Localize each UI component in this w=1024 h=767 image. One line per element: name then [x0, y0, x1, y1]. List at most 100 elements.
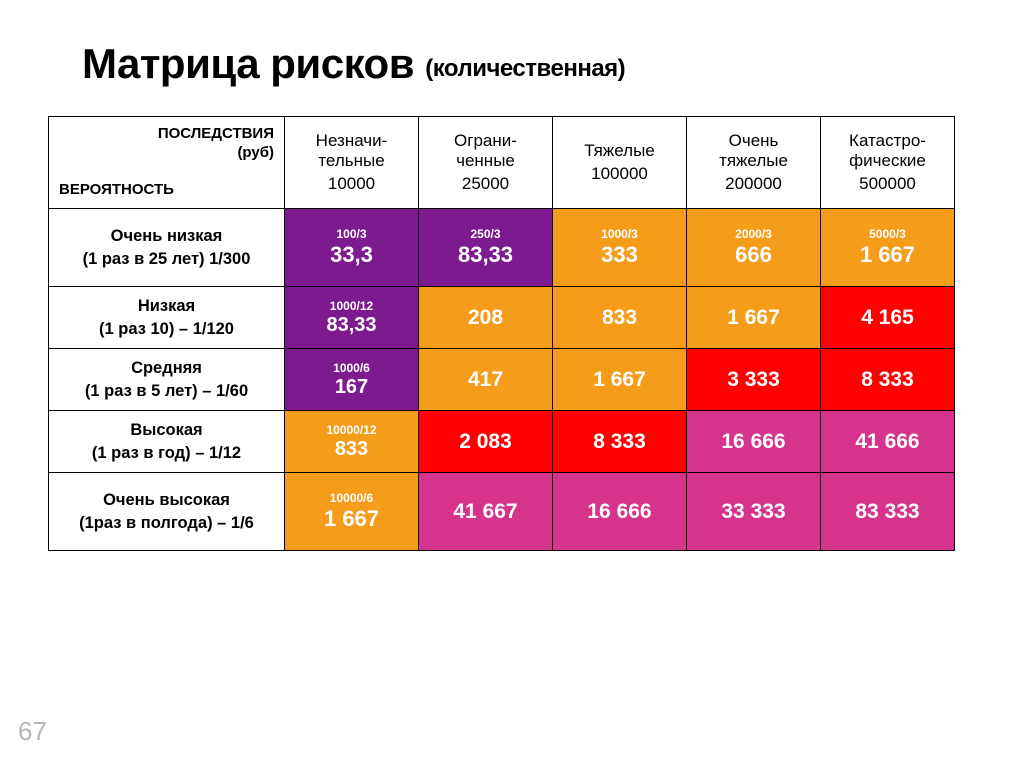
- header-row: ПОСЛЕДСТВИЯ (руб) ВЕРОЯТНОСТЬ Незначи-те…: [49, 117, 955, 209]
- risk-cell-1-1: 208: [419, 287, 553, 349]
- row-header-1: Низкая (1 раз 10) – 1/120: [49, 287, 285, 349]
- table-row: Низкая (1 раз 10) – 1/120 1000/1283,332088…: [49, 287, 955, 349]
- row-label-line2: (1раз в полгода) – 1/6: [79, 514, 254, 532]
- risk-cell-2-4: 8 333: [821, 349, 955, 411]
- risk-cell-2-0: 1000/6167: [285, 349, 419, 411]
- col-header-3: Оченьтяжелые 200000: [687, 117, 821, 209]
- col-line1: Незначи-: [316, 131, 388, 150]
- cell-formula: 1000/3: [553, 227, 686, 241]
- risk-cell-3-4: 41 666: [821, 411, 955, 473]
- col-line1: Очень: [729, 131, 779, 150]
- cell-value: 3 333: [687, 368, 820, 392]
- col-line1: Катастро-: [849, 131, 926, 150]
- risk-cell-3-2: 8 333: [553, 411, 687, 473]
- row-label-line1: Низкая: [138, 297, 195, 315]
- risk-cell-0-3: 2000/3666: [687, 209, 821, 287]
- col-value: 200000: [687, 174, 820, 194]
- cell-value: 666: [687, 242, 820, 268]
- col-value: 100000: [553, 164, 686, 184]
- row-label-line2: (1 раз в 25 лет) 1/300: [83, 250, 251, 268]
- col-line2: тяжелые: [719, 151, 788, 170]
- table-row: Высокая (1 раз в год) – 1/12 10000/128332 …: [49, 411, 955, 473]
- page-number: 67: [18, 716, 47, 747]
- row-header-0: Очень низкая (1 раз в 25 лет) 1/300: [49, 209, 285, 287]
- cell-value: 1 667: [821, 242, 954, 268]
- risk-cell-4-3: 33 333: [687, 473, 821, 551]
- risk-cell-3-1: 2 083: [419, 411, 553, 473]
- cell-formula: 2000/3: [687, 227, 820, 241]
- cell-value: 2 083: [419, 430, 552, 454]
- risk-cell-1-0: 1000/1283,33: [285, 287, 419, 349]
- risk-cell-0-1: 250/383,33: [419, 209, 553, 287]
- risk-cell-0-4: 5000/31 667: [821, 209, 955, 287]
- matrix-body: Очень низкая(1 раз в 25 лет) 1/300100/33…: [49, 209, 955, 551]
- cell-formula: 10000/6: [285, 491, 418, 505]
- cell-formula: 1000/12: [285, 299, 418, 313]
- col-line1: Тяжелые: [584, 141, 655, 160]
- row-label-line1: Очень низкая: [111, 227, 223, 245]
- risk-cell-0-2: 1000/3333: [553, 209, 687, 287]
- risk-cell-2-2: 1 667: [553, 349, 687, 411]
- col-header-0: Незначи-тельные 10000: [285, 117, 419, 209]
- risk-cell-1-2: 833: [553, 287, 687, 349]
- cell-value: 4 165: [821, 306, 954, 330]
- title-paren: (количественная): [425, 55, 625, 82]
- col-line2: тельные: [318, 151, 384, 170]
- col-header-4: Катастро-фические 500000: [821, 117, 955, 209]
- row-header-2: Средняя (1 раз в 5 лет) – 1/60: [49, 349, 285, 411]
- col-line2: фические: [849, 151, 926, 170]
- page-title: Матрица рисков (количественная): [82, 40, 976, 88]
- cell-value: 1 667: [285, 506, 418, 532]
- col-value: 25000: [419, 174, 552, 194]
- corner-top-line2: (руб): [237, 144, 274, 161]
- cell-value: 208: [419, 306, 552, 330]
- col-value: 10000: [285, 174, 418, 194]
- cell-value: 8 333: [553, 430, 686, 454]
- row-header-3: Высокая (1 раз в год) – 1/12: [49, 411, 285, 473]
- cell-value: 8 333: [821, 368, 954, 392]
- col-line1: Ограни-: [454, 131, 517, 150]
- cell-formula: 100/3: [285, 227, 418, 241]
- risk-cell-3-3: 16 666: [687, 411, 821, 473]
- cell-value: 16 666: [553, 500, 686, 524]
- row-label-line2: (1 раз 10) – 1/120: [99, 320, 234, 338]
- risk-matrix-table: ПОСЛЕДСТВИЯ (руб) ВЕРОЯТНОСТЬ Незначи-те…: [48, 116, 955, 551]
- risk-cell-2-3: 3 333: [687, 349, 821, 411]
- risk-cell-4-1: 41 667: [419, 473, 553, 551]
- cell-value: 167: [285, 376, 418, 399]
- row-label-line1: Средняя: [131, 359, 202, 377]
- cell-value: 83,33: [419, 242, 552, 268]
- cell-value: 1 667: [553, 368, 686, 392]
- title-main: Матрица рисков: [82, 40, 414, 87]
- col-value: 500000: [821, 174, 954, 194]
- col-header-1: Ограни-ченные25000: [419, 117, 553, 209]
- row-header-4: Очень высокая(1раз в полгода) – 1/6: [49, 473, 285, 551]
- cell-value: 1 667: [687, 306, 820, 330]
- risk-cell-4-4: 83 333: [821, 473, 955, 551]
- corner-top-line1: ПОСЛЕДСТВИЯ: [158, 125, 274, 142]
- table-row: Очень высокая(1раз в полгода) – 1/610000…: [49, 473, 955, 551]
- cell-value: 83 333: [821, 500, 954, 524]
- cell-value: 33 333: [687, 500, 820, 524]
- cell-formula: 10000/12: [285, 423, 418, 437]
- risk-cell-1-4: 4 165: [821, 287, 955, 349]
- corner-bottom: ВЕРОЯТНОСТЬ: [59, 181, 174, 198]
- risk-cell-3-0: 10000/12833: [285, 411, 419, 473]
- risk-cell-2-1: 417: [419, 349, 553, 411]
- risk-cell-1-3: 1 667: [687, 287, 821, 349]
- cell-value: 833: [553, 306, 686, 330]
- cell-value: 33,3: [285, 242, 418, 268]
- risk-cell-0-0: 100/333,3: [285, 209, 419, 287]
- row-label-line1: Высокая: [130, 421, 202, 439]
- cell-value: 16 666: [687, 430, 820, 454]
- risk-cell-4-2: 16 666: [553, 473, 687, 551]
- cell-formula: 5000/3: [821, 227, 954, 241]
- corner-header: ПОСЛЕДСТВИЯ (руб) ВЕРОЯТНОСТЬ: [49, 117, 285, 209]
- col-header-2: Тяжелые 100000: [553, 117, 687, 209]
- table-row: Средняя (1 раз в 5 лет) – 1/601000/61674…: [49, 349, 955, 411]
- cell-value: 41 666: [821, 430, 954, 454]
- cell-value: 333: [553, 242, 686, 268]
- row-label-line2: (1 раз в год) – 1/12: [92, 444, 241, 462]
- cell-value: 417: [419, 368, 552, 392]
- cell-value: 41 667: [419, 500, 552, 524]
